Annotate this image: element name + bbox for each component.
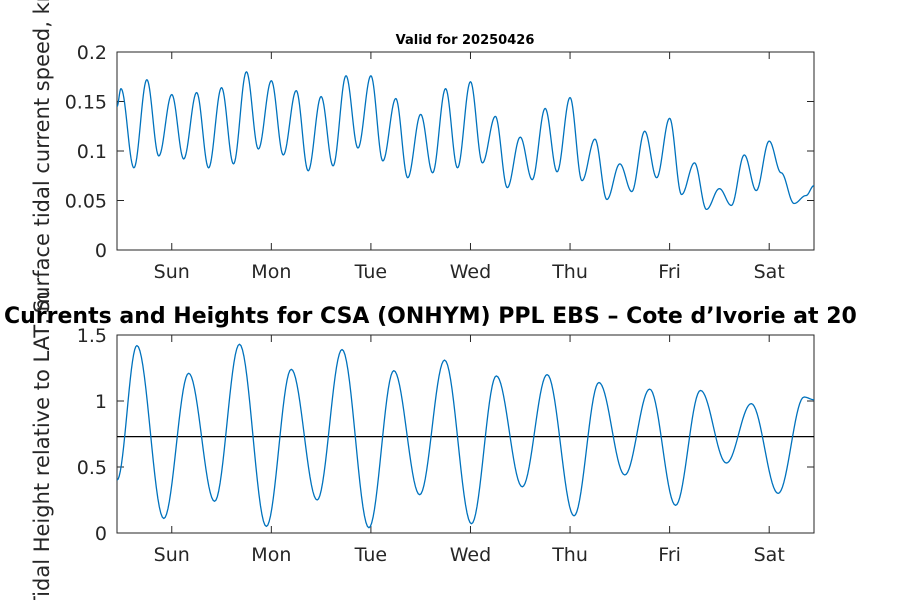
tidal-height-x-tick-label: Mon bbox=[251, 544, 291, 566]
tidal-height-series-line bbox=[117, 343, 814, 529]
tidal-height-plot-area bbox=[117, 343, 814, 529]
tidal-height-plot-clip bbox=[117, 343, 814, 529]
tidal-height-y-tick-label: 0 bbox=[95, 523, 107, 545]
tidal-height-x-tick-label: Sat bbox=[754, 544, 785, 566]
current-speed-y-tick-label: 0 bbox=[95, 240, 107, 262]
current-speed-x-tick-label: Fri bbox=[658, 261, 681, 283]
tidal-height-y-tick-label: 1.5 bbox=[77, 325, 107, 347]
current-speed-x-tick-label: Mon bbox=[251, 261, 291, 283]
current-speed-plot-area bbox=[117, 71, 814, 211]
current-speed-x-tick-label: Sun bbox=[154, 261, 190, 283]
tidal-height-x-tick-label: Thu bbox=[551, 544, 588, 566]
tidal-height-x-tick-label: Sun bbox=[154, 544, 190, 566]
current-speed-y-tick-label: 0.1 bbox=[77, 141, 107, 163]
tidal-height-y-tick-label: 1 bbox=[95, 391, 107, 413]
tidal-height-y-tick-labels: 0 0.5 1 1.5 bbox=[77, 325, 107, 545]
current-speed-ticks bbox=[117, 51, 814, 251]
current-speed-plot-clip bbox=[117, 71, 814, 211]
tidal-height-x-tick-labels: Sun Mon Tue Wed Thu Fri Sat bbox=[154, 544, 785, 566]
current-speed-title: Valid for 20250426 bbox=[396, 33, 535, 48]
tidal-height-ticks bbox=[117, 334, 814, 534]
current-speed-panel: Sun Mon Tue Wed Thu Fri Sat 0 0.05 0.1 0.15 0.2 Va… bbox=[30, 0, 815, 313]
tidal-height-x-tick-label: Fri bbox=[658, 544, 681, 566]
current-speed-x-tick-label: Wed bbox=[450, 261, 491, 283]
tidal-height-y-tick-label: 0.5 bbox=[77, 457, 107, 479]
current-speed-y-tick-label: 0.05 bbox=[65, 191, 107, 213]
tidal-height-x-tick-label: Wed bbox=[450, 544, 491, 566]
tidal-height-title: Currents and Heights for CSA (ONHYM) PPL… bbox=[4, 304, 857, 329]
current-speed-x-tick-label: Tue bbox=[354, 261, 387, 283]
current-speed-x-tick-label: Thu bbox=[551, 261, 588, 283]
current-speed-y-tick-labels: 0 0.05 0.1 0.15 0.2 bbox=[65, 42, 107, 262]
current-speed-series-line bbox=[117, 71, 814, 211]
tidal-height-panel: Sun Mon Tue Wed Thu Fri Sat 0 0.5 1 1.5 Tidal Hei… bbox=[4, 291, 857, 600]
current-speed-y-tick-label: 0.2 bbox=[77, 42, 107, 64]
current-speed-y-axis-label: Surface tidal current speed, kn bbox=[30, 0, 54, 313]
tidal-height-y-axis-label: Tidal Height relative to LAT, m bbox=[30, 291, 54, 600]
tidal-height-x-tick-label: Tue bbox=[354, 544, 387, 566]
current-speed-x-tick-labels: Sun Mon Tue Wed Thu Fri Sat bbox=[154, 261, 785, 283]
current-speed-y-tick-label: 0.15 bbox=[65, 92, 107, 114]
current-speed-axes-box bbox=[116, 51, 815, 251]
current-speed-x-tick-label: Sat bbox=[754, 261, 785, 283]
